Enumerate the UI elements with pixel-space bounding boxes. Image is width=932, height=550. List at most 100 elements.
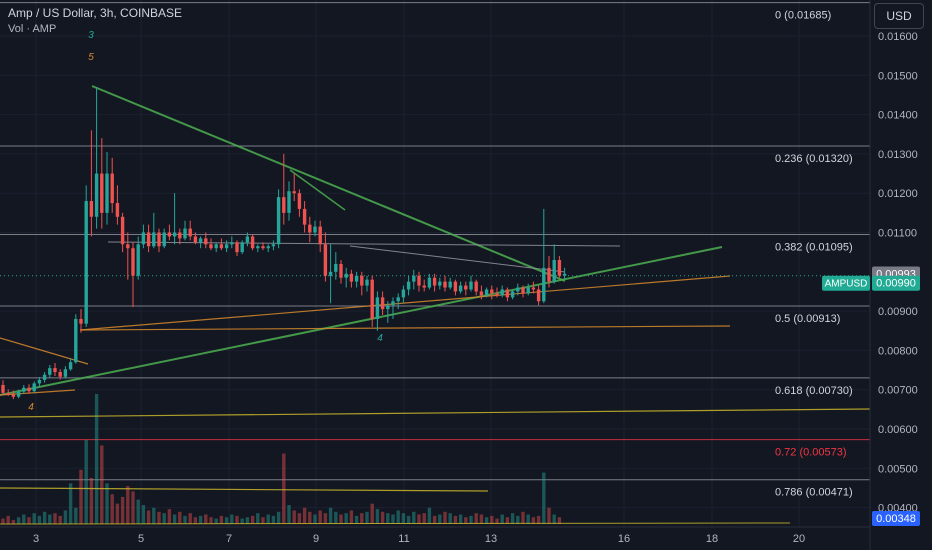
trend-line[interactable] [79, 325, 731, 331]
trend-lines[interactable] [0, 85, 871, 525]
volume-bar [235, 515, 239, 524]
volume-bar [126, 486, 130, 524]
volume-bar [141, 505, 146, 524]
volume-bar [79, 469, 83, 524]
volume-bar [521, 511, 525, 524]
trend-line[interactable] [289, 169, 346, 211]
candle-body [230, 242, 234, 245]
candle-body [542, 267, 546, 302]
trend-line[interactable] [79, 275, 731, 331]
candle-body [178, 232, 182, 239]
candle-body [209, 244, 213, 249]
volume-bar [261, 517, 265, 524]
candle-body [276, 197, 281, 245]
trend-line[interactable] [0, 389, 76, 396]
trend-line[interactable] [0, 337, 89, 365]
candle-body [479, 291, 484, 296]
chart-title: Amp / US Dollar, 3h, COINBASE [8, 6, 183, 20]
candle-body [328, 271, 333, 276]
volume-bar [42, 511, 47, 524]
volume-bar [250, 515, 255, 524]
time-axis[interactable]: 3 5 7 9 11 13 16 18 20 [33, 533, 805, 545]
currency-button[interactable]: USD [874, 3, 924, 29]
price-tick-label: 0.00800 [878, 345, 918, 357]
candle-body [240, 242, 244, 253]
volume-bar [552, 514, 556, 524]
trend-line[interactable] [91, 85, 566, 282]
price-tick-label: 0.01400 [878, 110, 918, 122]
volume-bar [339, 514, 343, 524]
candle-body [157, 232, 161, 247]
candle-body [79, 318, 83, 324]
price-axis[interactable]: 0.01600 0.01500 0.01400 0.01300 0.01200 0.011… [878, 31, 918, 515]
wave-label: 4 [28, 402, 34, 413]
candle-body [334, 263, 338, 272]
symbol-tag [822, 275, 870, 291]
volume-indicator-label: Vol · AMP [8, 23, 57, 35]
price-tick-label: 0.01300 [878, 149, 918, 161]
candle-body [266, 246, 270, 249]
candle-body [505, 289, 510, 298]
trend-line[interactable] [107, 241, 621, 247]
volume-bar [438, 514, 442, 524]
candle-body [380, 297, 385, 310]
candle-body [120, 216, 125, 245]
volume-bar [308, 511, 312, 524]
volume-bar [53, 513, 57, 524]
volume-bar [349, 510, 354, 524]
volume-bar [344, 513, 348, 524]
volume-bar [6, 515, 10, 524]
candle-body [453, 281, 458, 292]
candle-body [490, 289, 494, 294]
candle-body [48, 368, 52, 375]
trend-line[interactable] [0, 408, 871, 418]
candle-body [391, 301, 395, 306]
candle-body [422, 285, 426, 288]
last-price-tag-value: 0.00990 [876, 278, 916, 290]
price-tick-label: 0.01500 [878, 70, 918, 82]
volume-bar [328, 507, 333, 524]
candle-body [146, 232, 151, 247]
fib-level-label: 0.618 (0.00730) [775, 385, 853, 397]
volume-bar [500, 514, 504, 524]
candle-body [360, 275, 364, 286]
candle-body [282, 197, 286, 213]
volume-bar [224, 517, 229, 524]
volume-bar [401, 513, 406, 524]
trend-line[interactable] [0, 246, 723, 396]
price-tick-label: 0.00500 [878, 463, 918, 475]
candle-body [167, 232, 172, 237]
volume-bar [479, 514, 484, 524]
volume-bars [1, 394, 562, 524]
candle-body [245, 236, 250, 243]
candle-body [495, 293, 499, 296]
candle-body [141, 232, 146, 245]
volume-bar [110, 494, 114, 524]
trend-line[interactable] [0, 487, 489, 492]
candle-body [308, 224, 312, 233]
time-tick-label: 13 [485, 533, 497, 545]
candle-body [287, 191, 291, 213]
trend-line[interactable] [349, 245, 566, 273]
fib-level-label: 0.786 (0.00471) [775, 487, 853, 499]
candle-body [396, 297, 400, 302]
trend-line[interactable] [0, 522, 791, 525]
volume-bar [370, 503, 374, 524]
candle-body [386, 305, 390, 310]
volume-bar [531, 517, 536, 524]
candle-body [365, 279, 369, 286]
candle-body [339, 263, 343, 278]
volume-bar [271, 515, 276, 524]
candle-body [432, 277, 437, 286]
candle-body [406, 281, 411, 290]
volume-bar [89, 477, 94, 524]
candle-body [318, 226, 322, 245]
volume-bar [1, 518, 5, 524]
candle-body [6, 392, 10, 395]
time-tick-label: 18 [706, 533, 718, 545]
candle-body [136, 244, 140, 276]
volume-bar [360, 513, 364, 524]
volume-bar [490, 515, 494, 524]
